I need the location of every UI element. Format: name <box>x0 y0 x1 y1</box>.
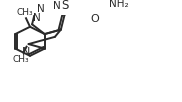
Text: NH₂: NH₂ <box>109 0 128 9</box>
Text: CH₃: CH₃ <box>17 8 33 17</box>
Text: N: N <box>33 13 41 23</box>
Text: N: N <box>53 1 61 11</box>
Text: O: O <box>90 14 99 24</box>
Text: N: N <box>37 4 44 14</box>
Text: N: N <box>22 47 31 57</box>
Text: S: S <box>61 0 68 12</box>
Text: CH₃: CH₃ <box>12 55 29 64</box>
